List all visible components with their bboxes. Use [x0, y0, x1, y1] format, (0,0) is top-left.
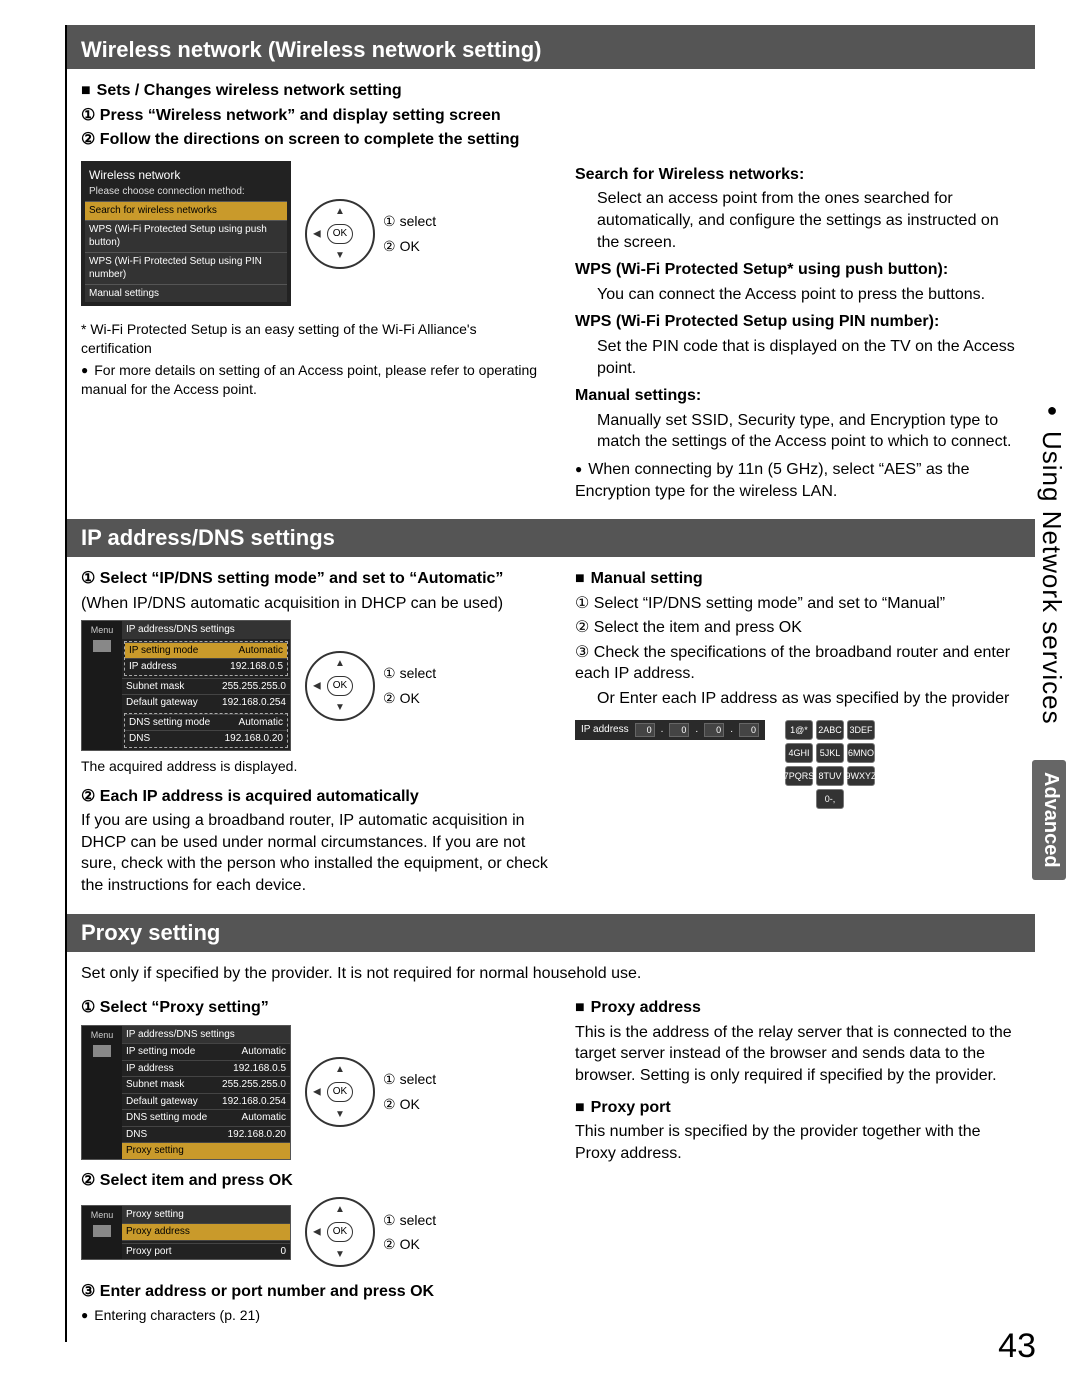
search-heading: Search for Wireless networks: — [575, 166, 804, 183]
nav-labels: ①select ②OK — [383, 1064, 436, 1120]
side-tab-network: Using Network services — [1036, 400, 1067, 725]
proxy-step3-sub: Entering characters (p. 21) — [81, 1306, 551, 1325]
step-2: ② Follow the directions on screen to com… — [81, 129, 1021, 151]
manual-step3b: Or Enter each IP address as was specifie… — [575, 688, 1021, 710]
manual-setting-heading: Manual setting — [575, 568, 1021, 590]
proxy-step3: ③ Enter address or port number and press… — [81, 1281, 551, 1303]
section-header-proxy: Proxy setting — [67, 914, 1035, 952]
proxy-menu-screenshot-2: Menu Proxy setting Proxy address Proxy p… — [81, 1205, 291, 1261]
wps-push-text: You can connect the Access point to pres… — [575, 284, 1021, 306]
nav-pad-icon: ▲▼◀ OK — [305, 651, 375, 721]
ipdns-step1: ① Select “IP/DNS setting mode” and set t… — [81, 568, 551, 590]
step-1: ① Press “Wireless network” and display s… — [81, 105, 1021, 127]
ipdns-step2: ② Each IP address is acquired automatica… — [81, 786, 551, 808]
number-keypad: 1@*2ABC3DEF 4GHI5JKL6MNO 7PQRS8TUV9WXYZ … — [785, 720, 875, 809]
side-tab-advanced: Advanced — [1032, 760, 1066, 880]
ipdns-step1-sub: (When IP/DNS automatic acquisition in DH… — [81, 593, 551, 615]
nav-labels: ①select ②OK — [383, 206, 436, 262]
proxy-step1: ① Select “Proxy setting” — [81, 997, 551, 1019]
ipdns-caption: The acquired address is displayed. — [81, 757, 551, 776]
wps-push-heading: WPS (Wi-Fi Protected Setup* using push b… — [575, 261, 948, 278]
ipdns-step2-text: If you are using a broadband router, IP … — [81, 810, 551, 896]
wps-pin-text: Set the PIN code that is displayed on th… — [575, 336, 1021, 379]
search-text: Select an access point from the ones sea… — [575, 188, 1021, 253]
manual-step1: ① Select “IP/DNS setting mode” and set t… — [575, 593, 1021, 615]
ip-address-field: IP address 0.0.0.0 — [575, 720, 765, 740]
manual-heading: Manual settings: — [575, 387, 701, 404]
section-header-wireless: Wireless network (Wireless network setti… — [67, 31, 1035, 69]
nav-pad-icon: ▲▼◀ OK — [305, 1197, 375, 1267]
wifi-note-bullet: For more details on setting of an Access… — [81, 361, 551, 399]
nav-pad-icon: ▲▼◀ OK — [305, 1057, 375, 1127]
section-header-ipdns: IP address/DNS settings — [67, 519, 1035, 557]
manual-step2: ② Select the item and press OK — [575, 617, 1021, 639]
aes-note: When connecting by 11n (5 GHz), select “… — [575, 459, 1021, 502]
proxy-port-text: This number is specified by the provider… — [575, 1121, 1021, 1164]
wifi-note-star: * Wi-Fi Protected Setup is an easy setti… — [81, 320, 551, 358]
manual-step3a: ③ Check the specifications of the broadb… — [575, 642, 1021, 685]
ipdns-menu-screenshot: Menu IP address/DNS settings IP setting … — [81, 620, 291, 751]
heading-sets-changes: Sets / Changes wireless network setting — [81, 80, 1021, 102]
nav-labels: ①select ②OK — [383, 658, 436, 714]
proxy-address-heading: Proxy address — [575, 997, 1021, 1019]
wireless-menu-screenshot: Wireless network Please choose connectio… — [81, 161, 291, 307]
nav-pad-icon: ▲▼◀ OK — [305, 199, 375, 269]
proxy-port-heading: Proxy port — [575, 1097, 1021, 1119]
proxy-address-text: This is the address of the relay server … — [575, 1022, 1021, 1087]
manual-text: Manually set SSID, Security type, and En… — [575, 410, 1021, 453]
proxy-menu-screenshot-1: Menu IP address/DNS settings IP setting … — [81, 1025, 291, 1160]
proxy-intro: Set only if specified by the provider. I… — [81, 963, 1021, 985]
nav-labels: ①select ②OK — [383, 1205, 436, 1261]
proxy-step2: ② Select item and press OK — [81, 1170, 551, 1192]
wps-pin-heading: WPS (Wi-Fi Protected Setup using PIN num… — [575, 313, 939, 330]
page-number: 43 — [998, 1327, 1036, 1366]
